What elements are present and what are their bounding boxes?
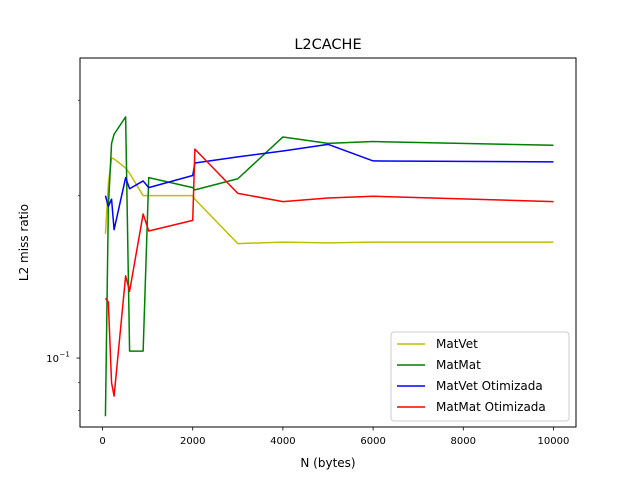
legend-label-1: MatMat bbox=[436, 358, 481, 372]
x-tick-label: 6000 bbox=[360, 436, 385, 447]
y-axis-label: L2 miss ratio bbox=[17, 204, 31, 281]
x-tick-label: 0 bbox=[99, 436, 105, 447]
plot-area-frame bbox=[79, 57, 577, 428]
series-line-2 bbox=[104, 143, 554, 231]
x-tick-label: 4000 bbox=[270, 436, 295, 447]
x-tick-label: 10000 bbox=[538, 436, 570, 447]
legend-label-3: MatMat Otimizada bbox=[436, 400, 546, 414]
x-tick-label: 8000 bbox=[451, 436, 476, 447]
series-layer bbox=[104, 116, 554, 417]
y-tick-exponent: −1 bbox=[60, 351, 70, 359]
y-tick-label: 10 bbox=[46, 354, 59, 365]
legend: MatVet MatMat MatVet Otimizada MatMat Otimi… bbox=[390, 331, 570, 422]
x-tick-label: 2000 bbox=[180, 436, 205, 447]
legend-label-2: MatVet Otimizada bbox=[436, 379, 543, 393]
legend-label-0: MatVet bbox=[436, 337, 478, 351]
legend-box bbox=[390, 331, 570, 422]
chart-title: L2CACHE bbox=[294, 37, 361, 53]
x-axis-label: N (bytes) bbox=[300, 456, 355, 470]
axes-layer: 0 2000 4000 6000 8000 10000 10 −1 bbox=[46, 100, 570, 447]
series-line-1 bbox=[104, 116, 554, 417]
series-line-3 bbox=[104, 148, 554, 397]
